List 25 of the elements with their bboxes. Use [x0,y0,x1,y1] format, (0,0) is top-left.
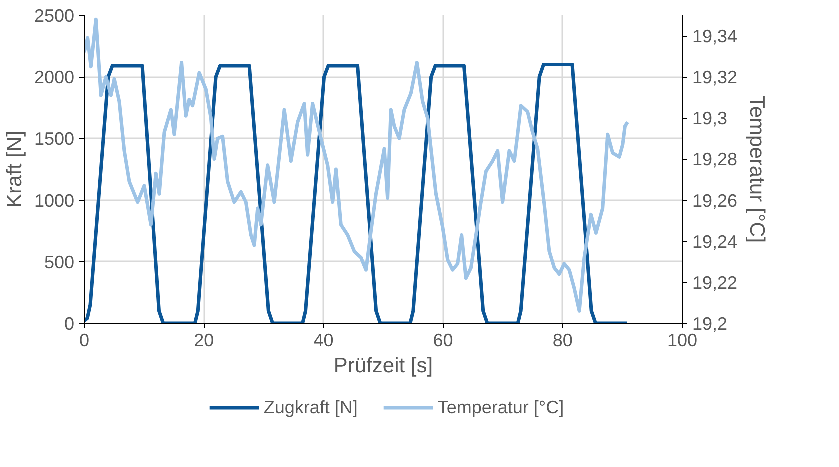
y-tick-label: 1500 [34,129,75,150]
y-axis-title: Kraft [N] [3,130,26,208]
y-tick-label: 500 [44,252,75,272]
x-tick-label: 40 [314,330,334,350]
y2-tick-label: 19,26 [692,190,738,211]
y2-axis-title: Temperatur [°C] [746,96,769,244]
line-series [84,63,630,324]
y2-tick-label: 19,24 [692,232,738,252]
y2-tick-label: 19,3 [692,108,728,129]
y-tick-label: 2500 [34,6,75,26]
legend-label: Zugkraft [N] [264,397,358,418]
line-series [84,18,630,313]
y2-tick-label: 19,22 [692,272,738,293]
y2-tick-label: 19,28 [692,150,738,170]
y2-tick-label: 19,32 [692,68,738,88]
x-tick-label: 0 [79,330,90,350]
x-tick-label: 80 [552,330,573,350]
x-axis-title: Prüfzeit [s] [334,354,434,378]
x-tick-label: 20 [194,330,214,350]
x-tick-label: 60 [433,330,454,350]
y-tick-label: 2000 [34,68,75,88]
y-tick-label: 0 [64,314,75,334]
y-tick-label: 1000 [34,190,75,211]
legend-label: Temperatur [°C] [438,397,564,418]
y2-tick-label: 19,34 [692,26,738,47]
